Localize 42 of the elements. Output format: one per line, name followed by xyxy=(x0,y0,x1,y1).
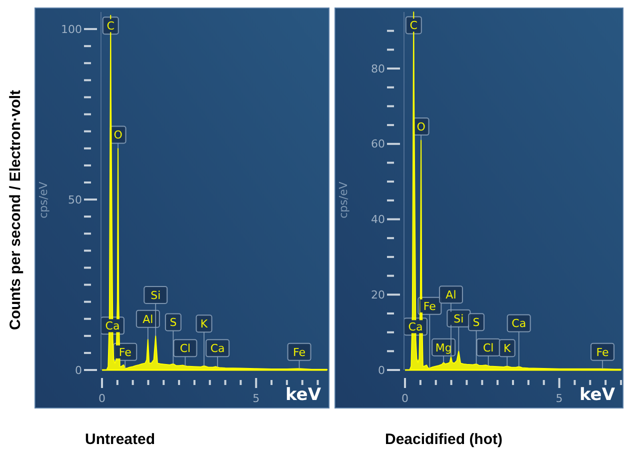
annotation: Fe xyxy=(423,300,436,313)
y-tick-label: 50 xyxy=(68,193,82,206)
annotation: Fe xyxy=(293,346,306,359)
y-tick-label: 80 xyxy=(371,62,385,76)
x-tick-label: 5 xyxy=(556,392,563,405)
annotation: S xyxy=(170,316,177,330)
annotation: Si xyxy=(150,288,161,302)
text: Deacidified (hot) xyxy=(385,431,503,448)
annotation: C xyxy=(106,20,115,33)
y-tick-label: 100 xyxy=(61,22,82,36)
annotation: K xyxy=(200,318,208,331)
annotation: O xyxy=(416,120,426,134)
annotation: Mg xyxy=(435,341,452,354)
annotation: O xyxy=(114,128,123,142)
x-axis-title: keV xyxy=(285,385,322,405)
y-tick-label: 0 xyxy=(75,364,82,377)
annotation: Ca xyxy=(408,320,423,334)
annotation: Ca xyxy=(105,320,120,333)
y-axis-title: cps/eV xyxy=(337,181,350,218)
annotation: Ca xyxy=(512,317,526,330)
y-tick-label: 0 xyxy=(378,364,385,377)
annotation: Cl xyxy=(482,341,494,354)
annotation: Cl xyxy=(180,342,191,356)
annotation: Al xyxy=(142,312,154,326)
annotation: Ca xyxy=(210,342,225,356)
annotation: Fe xyxy=(118,346,132,359)
x-tick-label: 0 xyxy=(402,392,408,405)
annotation: Al xyxy=(446,288,456,302)
x-tick-label: 0 xyxy=(98,392,106,405)
annotation: C xyxy=(410,19,418,32)
annotation: Fe xyxy=(596,346,609,359)
text: Counts per second / Electron·volt xyxy=(7,90,24,330)
y-tick-label: 40 xyxy=(371,213,385,226)
x-axis-title: keV xyxy=(579,385,616,405)
annotation: K xyxy=(504,342,512,356)
y-axis-title: cps/eV xyxy=(37,181,50,218)
x-tick-label: 5 xyxy=(252,392,260,405)
annotation: S xyxy=(472,316,480,330)
y-tick-label: 20 xyxy=(371,288,385,302)
y-tick-label: 60 xyxy=(371,138,385,151)
annotation: Si xyxy=(454,312,464,326)
text: Untreated xyxy=(85,431,156,448)
